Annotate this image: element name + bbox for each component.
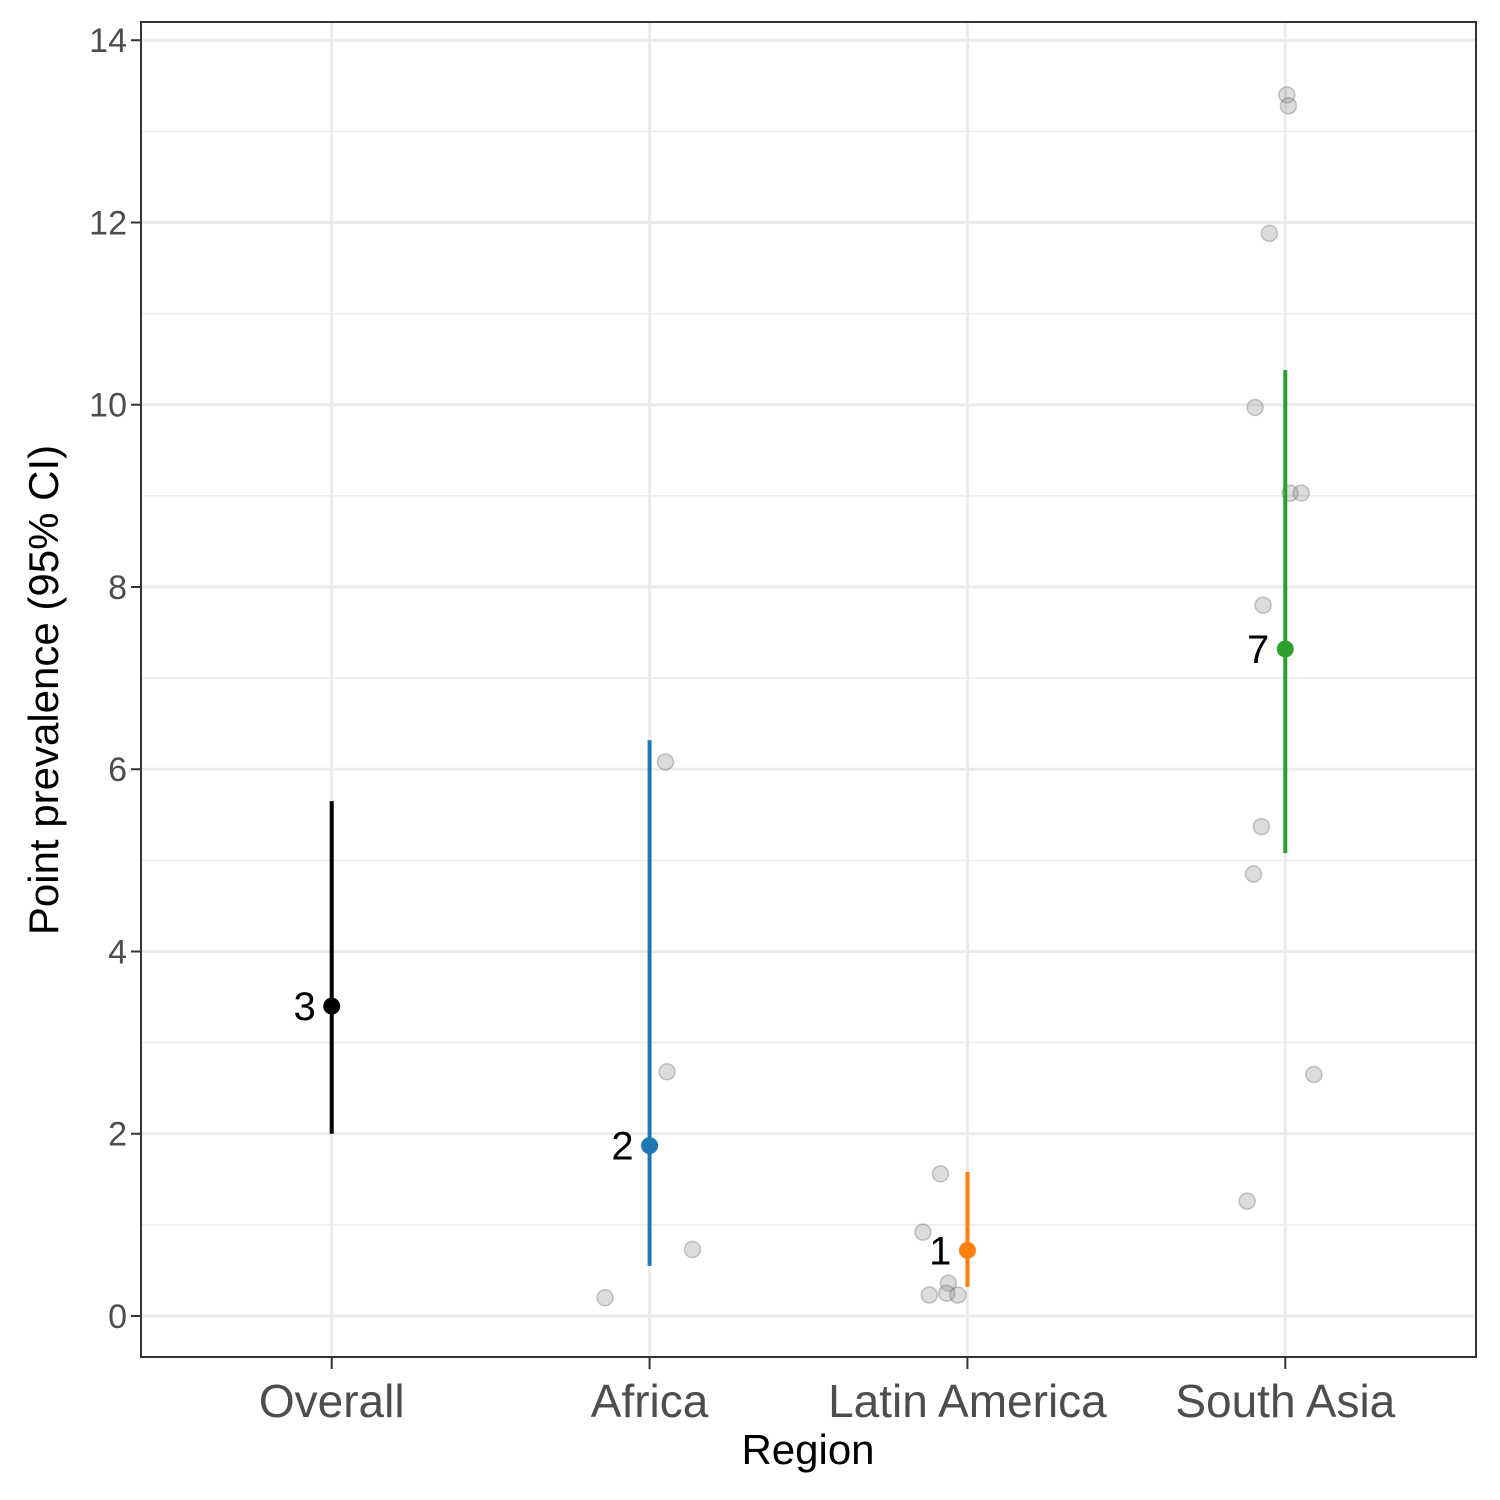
point-label: 2 [611, 1125, 633, 1169]
x-axis-title: Region [741, 1426, 874, 1473]
y-tick-label: 2 [108, 1116, 127, 1154]
study-point [1254, 596, 1272, 614]
study-point [939, 1274, 958, 1292]
y-tick-label: 4 [108, 933, 127, 971]
y-tick-label: 6 [108, 751, 127, 789]
estimate-point [958, 1241, 976, 1259]
study-point [1238, 1192, 1256, 1210]
study-point [1244, 865, 1263, 883]
study-point [1279, 97, 1298, 115]
study-point [596, 1289, 614, 1307]
y-axis: 0 2 4 6 8 10 12 14 [89, 22, 141, 1336]
study-point [1292, 484, 1310, 502]
y-axis-title: Point prevalence (95% CI) [20, 445, 67, 935]
y-tick-label: 8 [108, 569, 127, 607]
y-tick-label: 0 [108, 1298, 127, 1336]
y-tick-label: 10 [89, 387, 127, 425]
x-tick-label: South Asia [1175, 1375, 1395, 1427]
point-label: 3 [293, 985, 315, 1029]
study-point [656, 753, 675, 771]
point-label: 7 [1247, 628, 1269, 672]
x-axis: Overall Africa Latin America South Asia [259, 1357, 1396, 1427]
plot-border [140, 21, 1477, 1358]
study-points [596, 86, 1323, 1307]
grid [141, 22, 1476, 1357]
x-tick-label: Africa [591, 1375, 709, 1427]
y-tick-label: 12 [89, 204, 127, 242]
point-label: 1 [929, 1229, 951, 1273]
estimates: 3 2 1 7 [293, 370, 1294, 1287]
study-point [931, 1165, 950, 1183]
study-point [938, 1284, 956, 1302]
estimate-point [1276, 640, 1294, 658]
study-point [658, 1063, 676, 1081]
study-point [1246, 398, 1264, 417]
study-point [949, 1286, 967, 1304]
x-tick-label: Overall [259, 1375, 405, 1427]
y-tick-label: 14 [89, 22, 127, 60]
estimate-point [641, 1137, 659, 1155]
study-point [1260, 224, 1279, 243]
x-tick-label: Latin America [828, 1375, 1107, 1427]
study-point [1278, 86, 1296, 104]
study-point [914, 1223, 932, 1241]
study-point [920, 1286, 939, 1304]
study-point [1305, 1065, 1323, 1084]
study-point [683, 1240, 702, 1259]
estimate-point [323, 997, 341, 1015]
study-point [1252, 817, 1271, 836]
